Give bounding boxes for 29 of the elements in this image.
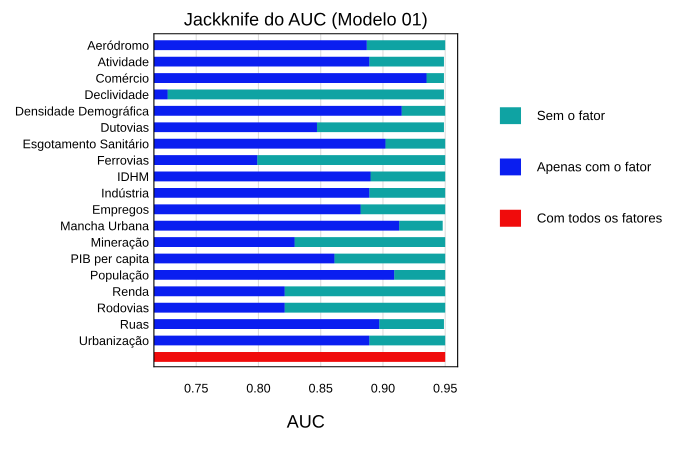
y-tick-label: Comércio: [96, 73, 149, 83]
y-tick-label: Indústria: [102, 188, 150, 198]
y-tick-label: PIB per capita: [72, 254, 150, 266]
legend-label: Sem o fator: [537, 110, 605, 120]
y-tick-label: Mineração: [92, 238, 149, 250]
chart-title: Jackknife do AUC (Modelo 01): [184, 12, 427, 30]
y-tick-label: Atividade: [98, 57, 148, 66]
y-tick-label: Renda: [113, 286, 150, 296]
y-tick-label: Ferrovias: [98, 156, 149, 165]
x-tick-label: 0.80: [246, 384, 270, 393]
x-tick-label: 0.75: [184, 384, 208, 393]
legend-label: Com todos os fatores: [538, 212, 662, 223]
y-tick-label: Declividade: [85, 90, 148, 100]
y-tick-label: Ruas: [120, 320, 149, 329]
y-tick-label: Urbanização: [80, 336, 149, 348]
y-tick-label: Empregos: [93, 205, 149, 216]
x-axis-title: AUC: [286, 414, 324, 428]
x-tick-label: 0.90: [371, 384, 395, 393]
y-tick-label: Dutovias: [101, 122, 149, 132]
y-tick-label: População: [90, 270, 149, 282]
y-tick-label: Densidade Demográfica: [16, 106, 150, 118]
y-tick-label: Rodovias: [98, 303, 149, 312]
x-tick-label: 0.85: [309, 384, 332, 393]
y-tick-label: Esgotamento Sanitário: [24, 139, 149, 151]
x-tick-label: 0.95: [434, 384, 457, 393]
y-tick-label: Mancha Urbana: [61, 221, 150, 230]
y-tick-label: IDHM: [118, 172, 148, 181]
legend-label: Apenas com o fator: [536, 162, 652, 174]
y-tick-label: Aeródromo: [87, 40, 149, 50]
